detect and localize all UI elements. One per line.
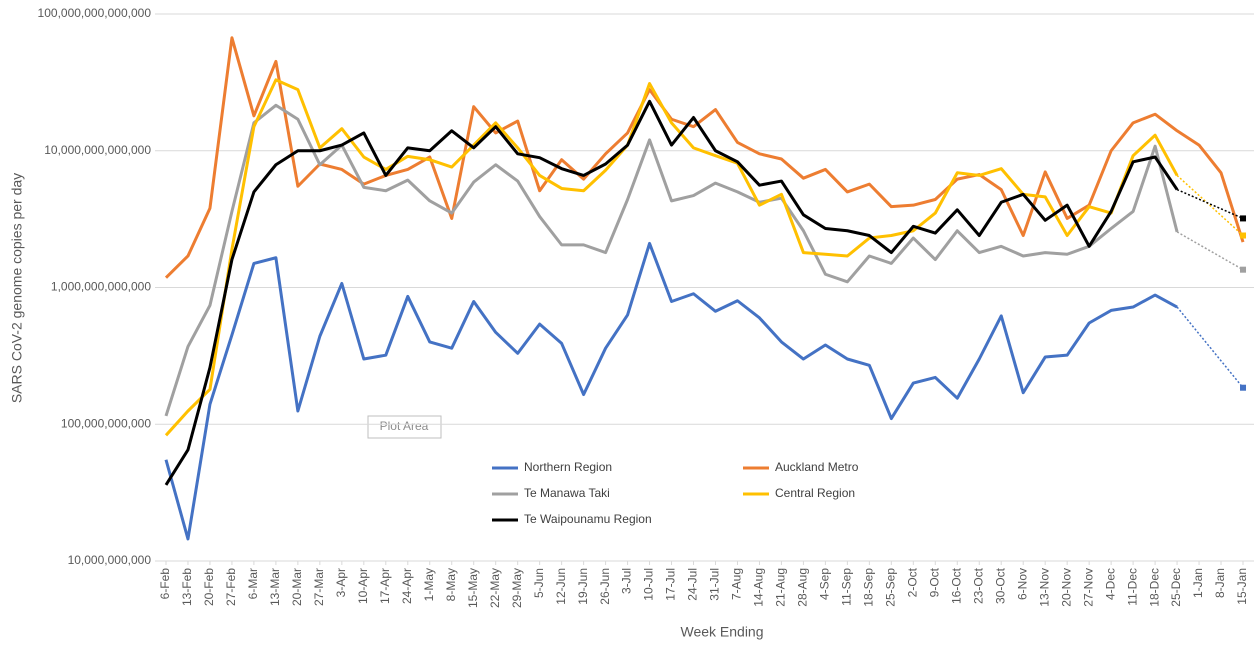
y-axis-title: SARS CoV-2 genome copies per day (9, 173, 25, 403)
x-tick-label: 3-Jul (620, 568, 634, 594)
projection-line (1176, 188, 1244, 220)
x-tick-label: 5-Jun (532, 568, 546, 598)
x-tick-label: 18-Dec (1147, 568, 1161, 607)
x-tick-label: 6-Nov (1015, 568, 1029, 600)
legend-label: Auckland Metro (775, 460, 859, 474)
x-tick-label: 27-Feb (224, 568, 238, 606)
x-tick-label: 30-Oct (993, 567, 1007, 604)
series-line (164, 103, 1179, 417)
x-tick-label: 20-Feb (202, 568, 216, 606)
x-tick-label: 12-Jun (554, 568, 568, 605)
x-tick-label: 3-Apr (334, 568, 348, 597)
x-tick-label: 17-Apr (378, 568, 392, 604)
x-tick-label: 1-Jan (1191, 568, 1205, 598)
point-marker (1240, 384, 1247, 391)
x-tick-label: 13-Mar (268, 568, 282, 606)
x-axis-title: Week Ending (680, 624, 763, 640)
x-tick-label: 6-Feb (158, 568, 172, 600)
x-tick-label: 1-May (422, 568, 436, 601)
x-tick-label: 20-Nov (1059, 568, 1073, 607)
x-tick-label: 8-Jan (1213, 568, 1227, 598)
x-tick-label: 31-Jul (708, 568, 722, 601)
x-tick-label: 10-Jul (642, 568, 656, 601)
point-marker (1240, 232, 1247, 239)
projection-line (1176, 231, 1244, 271)
y-tick-label: 10,000,000,000 (68, 553, 152, 567)
y-tick-label: 100,000,000,000 (61, 416, 151, 430)
legend-label: Central Region (775, 486, 855, 500)
x-tick-label: 6-Mar (246, 568, 260, 599)
x-tick-label: 14-Aug (752, 568, 766, 607)
point-marker (1240, 215, 1247, 222)
x-tick-label: 27-Nov (1081, 568, 1095, 607)
projection-line (1176, 306, 1244, 389)
x-tick-label: 10-Apr (356, 568, 370, 604)
x-tick-label: 29-May (510, 568, 524, 608)
legend-label: Northern Region (524, 460, 612, 474)
x-tick-label: 15-May (466, 568, 480, 608)
tooltip-text: Plot Area (380, 419, 429, 433)
x-tick-label: 13-Feb (180, 568, 194, 606)
x-tick-label: 16-Oct (949, 567, 963, 604)
x-tick-label: 4-Sep (818, 568, 832, 600)
x-tick-label: 24-Jul (686, 568, 700, 601)
x-tick-label: 23-Oct (971, 567, 985, 604)
x-tick-label: 2-Oct (905, 567, 919, 597)
x-tick-label: 19-Jun (576, 568, 590, 605)
x-tick-label: 22-May (488, 568, 502, 608)
series-line (164, 99, 1179, 486)
tooltip-box (367, 415, 442, 439)
x-tick-label: 27-Mar (312, 568, 326, 606)
series-line (164, 241, 1178, 541)
y-tick-label: 10,000,000,000,000 (44, 143, 151, 157)
series-line (164, 36, 1245, 279)
x-tick-label: 4-Dec (1103, 568, 1117, 600)
x-tick-label: 11-Sep (840, 568, 854, 606)
x-tick-label: 26-Jun (598, 568, 612, 605)
x-tick-label: 25-Dec (1169, 568, 1183, 607)
projection-line (1176, 174, 1244, 237)
legend-label: Te Waipounamu Region (524, 512, 652, 526)
x-tick-label: 28-Aug (796, 568, 810, 607)
x-tick-label: 7-Aug (730, 568, 744, 600)
x-tick-label: 13-Nov (1037, 568, 1051, 607)
point-marker (1240, 266, 1247, 273)
x-tick-label: 11-Dec (1125, 568, 1139, 606)
x-tick-label: 18-Sep (862, 568, 876, 607)
x-tick-label: 24-Apr (400, 568, 414, 604)
y-tick-label: 1,000,000,000,000 (51, 280, 151, 294)
x-tick-label: 17-Jul (664, 568, 678, 601)
x-tick-label: 15-Jan (1235, 568, 1249, 605)
x-tick-label: 21-Aug (774, 568, 788, 607)
x-tick-label: 9-Oct (927, 567, 941, 597)
x-tick-label: 8-May (444, 568, 458, 601)
x-tick-label: 25-Sep (884, 568, 898, 607)
series-line (164, 78, 1179, 437)
x-tick-label: 20-Mar (290, 568, 304, 606)
y-tick-label: 100,000,000,000,000 (38, 6, 152, 20)
legend-label: Te Manawa Taki (524, 486, 610, 500)
